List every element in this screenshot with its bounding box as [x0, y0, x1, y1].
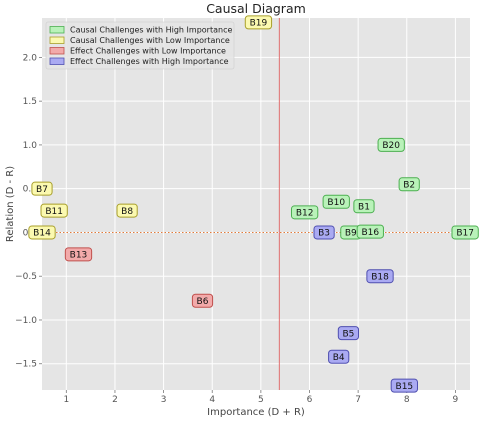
node-label: B15: [396, 382, 414, 392]
x-tick-label: 1: [63, 395, 69, 405]
x-tick-label: 4: [209, 395, 215, 405]
y-tick-label: 0.5: [23, 185, 37, 195]
node-label: B16: [361, 228, 379, 238]
node-b12: B12: [290, 205, 319, 220]
node-box: [328, 349, 350, 364]
legend-label: Effect Challenges with Low Importance: [70, 47, 226, 56]
node-label: B7: [36, 185, 48, 195]
reference-lines: [42, 18, 470, 390]
y-tick-label: −0.5: [15, 272, 37, 282]
plot-area: [42, 18, 470, 390]
node-box: [244, 15, 273, 30]
node-label: B11: [45, 207, 63, 217]
x-tick-label: 6: [307, 395, 313, 405]
node-label: B19: [250, 19, 268, 29]
node-b17: B17: [451, 225, 479, 240]
node-box: [64, 247, 93, 262]
node-b14: B14: [28, 225, 56, 240]
node-label: B12: [296, 209, 314, 219]
node-label: B14: [33, 229, 51, 239]
y-axis-label: Relation (D - R): [5, 166, 16, 242]
y-tick-label: 1.5: [23, 97, 37, 107]
node-box: [353, 199, 375, 214]
chart-title: Causal Diagram: [206, 1, 306, 16]
legend-label: Effect Challenges with High Importance: [70, 57, 229, 66]
node-b1: B1: [353, 199, 375, 214]
node-box: [290, 205, 319, 220]
node-label: B18: [371, 272, 389, 282]
node-label: B10: [327, 198, 345, 208]
node-box: [31, 181, 53, 196]
node-b2: B2: [398, 177, 420, 192]
node-b7: B7: [31, 181, 53, 196]
x-axis-ticks: 1 2 3 4 5 6 7 8 9: [63, 390, 459, 405]
y-tick-label: −1.0: [15, 316, 37, 326]
legend-swatch: [49, 47, 65, 55]
node-box: [322, 194, 350, 209]
node-b11: B11: [40, 203, 68, 218]
node-b20: B20: [377, 137, 405, 152]
y-tick-label: 1.0: [23, 141, 38, 151]
node-label: B5: [342, 329, 354, 339]
node-box: [116, 203, 138, 218]
node-label: B6: [197, 297, 209, 307]
node-b3: B3: [313, 225, 335, 240]
y-tick-label: 2.0: [23, 53, 38, 63]
node-box: [191, 293, 214, 308]
node-b13: B13: [64, 247, 93, 262]
node-label: B20: [382, 141, 400, 151]
x-axis-label: Importance (D + R): [207, 407, 305, 418]
node-b4: B4: [328, 349, 350, 364]
node-label: B8: [121, 207, 133, 217]
node-box: [28, 225, 56, 240]
node-b16: B16: [356, 224, 384, 239]
data-points: B20 B2 B10 B1 B12 B9 B16 B17 B19 B7 B11 B8 B14 B13 B6 B…: [28, 15, 479, 393]
node-label: B1: [358, 202, 370, 212]
node-box: [40, 203, 68, 218]
legend-label: Causal Challenges with High Importance: [70, 26, 232, 35]
node-b5: B5: [337, 326, 360, 341]
node-b8: B8: [116, 203, 138, 218]
node-box: [337, 326, 360, 341]
node-label: B9: [345, 229, 357, 239]
legend-label: Causal Challenges with Low Importance: [70, 36, 230, 45]
x-tick-label: 3: [161, 395, 167, 405]
node-b10: B10: [322, 194, 350, 209]
node-label: B13: [70, 251, 88, 261]
node-box: [390, 378, 418, 393]
legend-swatch: [49, 57, 65, 65]
node-box: [313, 225, 335, 240]
node-b15: B15: [390, 378, 418, 393]
y-tick-label: −1.5: [15, 360, 37, 370]
legend-swatch: [49, 26, 65, 34]
node-label: B3: [318, 229, 330, 239]
legend-swatch: [49, 36, 65, 44]
node-label: B2: [403, 181, 415, 191]
node-box: [451, 225, 479, 240]
x-tick-label: 9: [453, 395, 459, 405]
node-box: [366, 269, 394, 284]
x-tick-label: 7: [355, 395, 361, 405]
x-tick-label: 8: [404, 395, 410, 405]
node-b6: B6: [191, 293, 214, 308]
legend: Causal Challenges with High ImportanceCa…: [45, 21, 235, 70]
node-box: [398, 177, 420, 192]
node-b18: B18: [366, 269, 394, 284]
x-tick-label: 2: [112, 395, 118, 405]
y-axis-ticks: −1.5−1.0−0.50.00.51.01.52.0: [15, 53, 42, 370]
node-b19: B19: [244, 15, 273, 30]
node-label: B17: [456, 229, 474, 239]
node-box: [356, 224, 384, 239]
x-tick-label: 5: [258, 395, 264, 405]
legend-box: [45, 21, 235, 70]
node-label: B4: [333, 353, 345, 363]
node-box: [377, 137, 405, 152]
